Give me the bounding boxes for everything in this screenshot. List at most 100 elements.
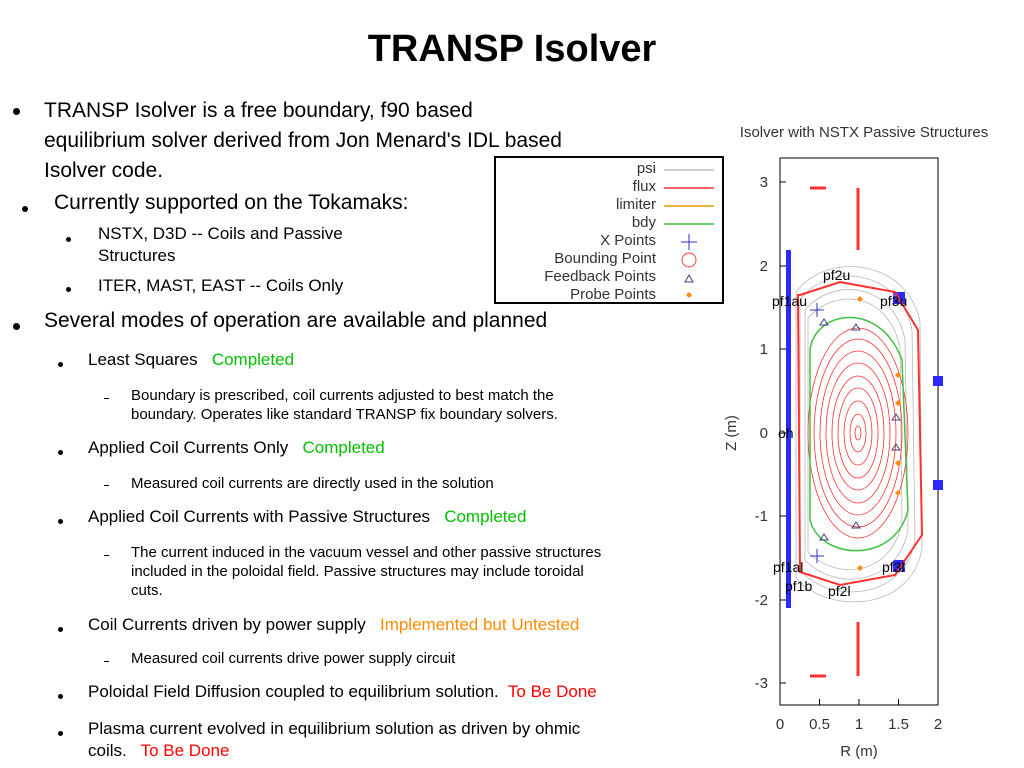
y-tick-label: -2 [755,592,768,609]
psi-contours [795,266,923,603]
passive-structure-outer [810,186,860,678]
y-tick-label: -3 [755,675,768,692]
sub-bullet-text: NSTX, D3D -- Coils and Passive [98,224,343,243]
mode-label: Poloidal Field Diffusion coupled to equi… [88,682,597,702]
bullet-dot [58,450,63,455]
mode-label: Least Squares Completed [88,350,294,370]
x-tick-label: 0 [776,716,784,733]
probe-points [857,296,901,571]
y-tick-label: 1 [760,341,768,358]
mode-desc: Measured coil currents drive power suppl… [131,650,456,667]
bullet-text: Isolver code. [44,159,164,182]
coil-label: pf1al [773,559,803,575]
mode-label-text: Applied Coil Currents with Passive Struc… [88,507,431,526]
sub-bullet-text: ITER, MAST, EAST -- Coils Only [98,276,344,295]
legend-entry: Feedback Points [544,268,656,285]
coil-label: pf1b [785,578,812,594]
mode-desc: included in the poloidal field. Passive … [131,563,584,580]
dash-marker [104,555,109,556]
mode-label-text: Least Squares [88,350,198,369]
plot-title: Isolver with NSTX Passive Structures [740,124,988,141]
mode-label-text: coils. [88,741,127,760]
plus-icon [681,234,697,250]
mode-desc: cuts. [131,582,163,599]
coil-label: pf2u [823,267,850,283]
circle-icon [681,252,697,268]
slide-title: TRANSP Isolver [367,28,657,70]
x-tick-label: 2 [934,716,942,733]
mode-label-text: Applied Coil Currents Only [88,438,289,457]
legend-symbols [664,169,714,298]
mode-label-text: Poloidal Field Diffusion coupled to equi… [88,682,499,701]
legend-entry: psi [636,160,656,177]
equilibrium-plot: Isolver with NSTX Passive Structures 0 0… [723,124,988,760]
flux-surfaces [807,327,909,539]
plot-legend: psi flux limiter bdy X Points Bounding P… [494,156,724,304]
bullet-dot [13,323,20,330]
y-tick-label: 0 [760,425,768,442]
dash-marker [104,485,109,486]
bullet-text: equilibrium solver derived from Jon Mena… [44,129,562,152]
y-tick-label: -1 [755,508,768,525]
bullet-text: TRANSP Isolver is a free boundary, f90 b… [44,99,473,122]
center-stack [786,250,791,608]
x-tick-label: 1.5 [888,716,909,733]
mode-label-text: Plasma current evolved in equilibrium so… [88,719,581,738]
bullet-dot [22,206,28,212]
legend-entry: bdy [631,214,656,231]
triangle-icon [684,273,694,283]
bullet-dot [58,519,63,524]
bullet-dot [58,731,63,736]
bullet-text: Currently supported on the Tokamaks: [54,191,409,214]
x-tick-label: 1 [855,716,863,733]
coil-label: oh [778,425,794,441]
y-tick-label: 2 [760,258,768,275]
legend-entry: limiter [616,196,656,213]
mode-desc: Boundary is prescribed, coil currents ad… [131,387,554,404]
mode-label-text: Coil Currents driven by power supply [88,615,366,634]
bullet-dot [13,108,20,115]
bullet-dot [66,287,71,292]
legend-entry: X Points [600,232,656,249]
diamond-icon [686,292,692,298]
coil-label: pf3l [882,559,905,575]
coil-label: pf2l [828,583,851,599]
coil-label: pf1au [772,293,807,309]
mode-desc: The current induced in the vacuum vessel… [131,544,602,561]
sub-bullet-text: Structures [98,246,176,265]
status-badge: To Be Done [507,682,597,701]
y-tick-label: 3 [760,174,768,191]
bullet-dot [66,237,71,242]
x-ticks: 0 0.5 1 1.5 2 [776,699,942,733]
mode-desc: boundary. Operates like standard TRANSP … [131,406,558,423]
bullet-dot [58,694,63,699]
legend-entry: Probe Points [570,286,656,303]
limiter [796,280,924,587]
dash-marker [104,661,109,662]
y-ticks: 3 2 1 0 -1 -2 -3 [755,174,786,692]
dash-marker [104,398,109,399]
x-axis-label: R (m) [840,743,878,760]
x-tick-label: 0.5 [809,716,830,733]
coil-label: pf3u [880,293,907,309]
mode-desc: Measured coil currents are directly used… [131,475,494,492]
mode-label: Applied Coil Currents with Passive Struc… [88,507,526,527]
x-point-markers [810,303,824,563]
plasma-boundary [809,316,909,552]
status-badge: Completed [211,350,295,369]
status-badge: Implemented but Untested [379,615,580,634]
bullet-dot [58,627,63,632]
feedback-points [819,318,901,541]
pf-coil [933,376,943,386]
mode-label: coils. To Be Done [88,741,229,761]
mode-label: Applied Coil Currents Only Completed [88,438,385,458]
y-axis-label: Z (m) [723,415,740,451]
status-badge: To Be Done [140,741,230,760]
legend-entry: Bounding Point [554,250,656,267]
legend-entry: flux [632,178,656,195]
bullet-text: Several modes of operation are available… [44,309,548,332]
mode-label: Coil Currents driven by power supply Imp… [88,615,579,635]
status-badge: Completed [302,438,385,457]
coil-labels: pf2u pf1au pf3u oh pf1al pf1b pf3l pf2l [772,267,907,599]
bullet-dot [58,362,63,367]
